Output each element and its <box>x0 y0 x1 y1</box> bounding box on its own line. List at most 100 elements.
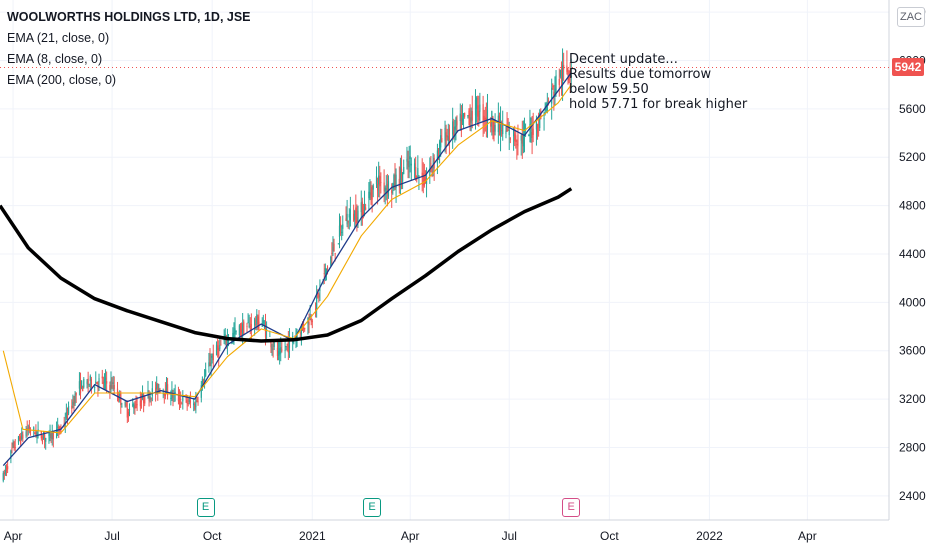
time-axis[interactable]: Apr Jul Oct 2021 Apr Jul Oct 2022 Apr <box>4 529 817 543</box>
candle-body <box>156 383 158 389</box>
x-tick-label: Apr <box>401 529 420 543</box>
candle-body <box>409 156 411 159</box>
candle-body <box>415 167 417 180</box>
candle-body <box>446 135 448 138</box>
candle-body <box>246 325 248 327</box>
candle-body <box>95 381 97 384</box>
candle-body <box>332 247 334 251</box>
earnings-event-icon[interactable]: E <box>363 498 382 517</box>
candle-body <box>452 121 454 135</box>
candle-body <box>371 187 373 200</box>
legend-ema-200[interactable]: EMA (200, close, 0) <box>7 73 117 87</box>
candle-body <box>362 212 365 215</box>
candle-body <box>203 376 206 381</box>
candle-body <box>509 137 511 140</box>
candle-body <box>507 129 509 131</box>
candle-body <box>308 321 310 326</box>
candle-body <box>133 404 135 409</box>
candle-body <box>14 446 16 448</box>
candle-body <box>60 427 62 429</box>
text-annotation[interactable]: Decent update... Results due tomorrow belo… <box>569 52 747 112</box>
candle-body <box>94 386 96 388</box>
candle-body <box>158 389 160 391</box>
candle-body <box>79 380 82 394</box>
price-axis[interactable]: 2400280032003600400044004800520056006000… <box>899 5 926 503</box>
candle-body <box>448 128 450 141</box>
candle-body <box>285 345 287 348</box>
candle-body <box>517 134 519 147</box>
x-tick-label: Apr <box>798 529 817 543</box>
earnings-event-icon[interactable]: E <box>562 498 581 517</box>
candle-body <box>21 431 23 440</box>
y-tick-label: 3600 <box>899 344 926 358</box>
candle-body <box>269 335 271 337</box>
candle-body <box>453 126 455 137</box>
candle-body <box>106 381 108 384</box>
candle-body <box>81 380 83 388</box>
candle-body <box>342 224 344 229</box>
candle-body <box>217 345 219 351</box>
legend-ema-21[interactable]: EMA (21, close, 0) <box>7 31 110 45</box>
symbol-title[interactable]: WOOLWORTHS HOLDINGS LTD, 1D, JSE <box>7 10 251 24</box>
candle-body <box>355 207 357 224</box>
candle-body <box>254 319 256 326</box>
candle-body <box>135 404 137 408</box>
candle-body <box>170 397 172 399</box>
candle-body <box>403 167 405 175</box>
candle-body <box>281 349 283 351</box>
x-tick-label: Apr <box>4 529 23 543</box>
candle-body <box>552 86 554 88</box>
chart-legend: WOOLWORTHS HOLDINGS LTD, 1D, JSE EMA (21… <box>7 7 251 91</box>
candle-series <box>2 48 572 483</box>
candle-body <box>36 432 38 436</box>
candle-body <box>205 369 207 376</box>
candle-body <box>163 392 165 396</box>
candle-body <box>326 267 329 269</box>
candle-body <box>109 384 111 391</box>
note-line: Results due tomorrow <box>569 67 712 82</box>
candle-body <box>188 399 190 402</box>
note-line: Decent update... <box>569 52 678 67</box>
candle-body <box>226 337 229 346</box>
candle-body <box>386 184 388 195</box>
candle-body <box>89 375 91 381</box>
candle-body <box>337 243 340 245</box>
candle-body <box>104 377 107 380</box>
candle-body <box>67 406 70 414</box>
candle-body <box>2 473 4 481</box>
candle-body <box>25 431 27 437</box>
candle-body <box>543 118 545 120</box>
candle-body <box>212 353 214 361</box>
candle-body <box>220 344 222 346</box>
candle-body <box>196 400 198 402</box>
candle-body <box>339 223 342 228</box>
candle-body <box>353 213 355 221</box>
candle-body <box>258 321 260 324</box>
candle-body <box>111 385 113 389</box>
legend-ema-8[interactable]: EMA (8, close, 0) <box>7 52 103 66</box>
candle-body <box>484 117 486 122</box>
x-tick-label: Jul <box>104 529 119 543</box>
currency-unit-button[interactable]: ZAC <box>897 7 925 27</box>
candle-body <box>73 398 75 406</box>
candle-body <box>560 77 563 83</box>
candle-body <box>41 440 44 443</box>
candle-body <box>400 168 403 179</box>
candle-body <box>316 293 318 309</box>
candle-body <box>197 401 199 403</box>
candle-body <box>215 344 218 356</box>
y-tick-label: 4000 <box>899 295 926 309</box>
x-tick-label: Jul <box>502 529 517 543</box>
candle-body <box>357 210 359 221</box>
candle-body <box>324 268 326 275</box>
candle-body <box>514 133 516 142</box>
candle-body <box>501 130 503 132</box>
candle-body <box>174 391 176 393</box>
candle-body <box>287 341 289 353</box>
earnings-event-icon[interactable]: E <box>196 498 215 517</box>
candle-body <box>558 78 560 85</box>
x-tick-label: Oct <box>600 529 619 543</box>
candle-body <box>58 426 60 432</box>
candle-body <box>345 218 347 221</box>
